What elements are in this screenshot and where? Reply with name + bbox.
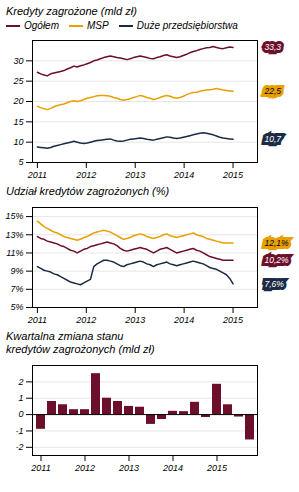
svg-text:2: 2 (17, 377, 23, 387)
svg-text:2012: 2012 (74, 463, 95, 473)
svg-text:25: 25 (12, 76, 24, 86)
svg-text:2013: 2013 (124, 170, 145, 180)
svg-text:7,6%: 7,6% (265, 279, 285, 289)
svg-text:7%: 7% (10, 284, 23, 294)
svg-text:10: 10 (13, 137, 23, 147)
html-text:Kredyty zagrożone (mld zł): Kredyty zagrożone (mld zł) (6, 5, 137, 17)
svg-text:2012: 2012 (75, 170, 96, 180)
svg-text:2015: 2015 (206, 463, 228, 473)
svg-text:2011: 2011 (27, 170, 47, 180)
svg-text:22,5: 22,5 (264, 86, 282, 96)
svg-text:12,1%: 12,1% (265, 238, 290, 248)
svg-text:15%: 15% (5, 211, 23, 221)
svg-text:2014: 2014 (173, 170, 194, 180)
svg-text:2015: 2015 (222, 315, 244, 325)
html-text:Udział kredytów zagrożonych (%: Udział kredytów zagrożonych (%) (6, 185, 170, 197)
html-text:Kwartalna zmiana stanu kredytó: Kwartalna zmiana stanu kredytów zagrożon… (6, 330, 155, 355)
svg-text:2015: 2015 (222, 170, 244, 180)
html-text:Duże przedsiębiorstwa: Duże przedsiębiorstwa (136, 20, 238, 31)
svg-text:10,7: 10,7 (265, 134, 282, 144)
html-text:MSP: MSP (87, 20, 109, 31)
svg-text:-2: -2 (15, 442, 23, 452)
svg-text:2014: 2014 (173, 315, 194, 325)
svg-text:20: 20 (12, 96, 23, 106)
svg-text:33,3: 33,3 (265, 42, 282, 52)
svg-text:5: 5 (18, 157, 24, 167)
svg-text:2013: 2013 (118, 463, 139, 473)
svg-text:0: 0 (18, 409, 23, 419)
svg-text:2014: 2014 (162, 463, 183, 473)
html-text:Ogółem: Ogółem (24, 20, 59, 31)
svg-text:30: 30 (13, 56, 23, 66)
svg-text:-1: -1 (15, 426, 23, 436)
svg-text:2013: 2013 (124, 315, 145, 325)
svg-text:5%: 5% (10, 302, 23, 312)
svg-text:10,2%: 10,2% (265, 255, 290, 265)
svg-text:9%: 9% (10, 266, 23, 276)
svg-text:2011: 2011 (30, 463, 50, 473)
svg-text:15: 15 (13, 117, 24, 127)
svg-text:2012: 2012 (75, 315, 96, 325)
svg-text:2011: 2011 (27, 315, 47, 325)
svg-text:13%: 13% (5, 230, 23, 240)
svg-text:11%: 11% (6, 248, 23, 258)
svg-text:1: 1 (18, 393, 23, 403)
